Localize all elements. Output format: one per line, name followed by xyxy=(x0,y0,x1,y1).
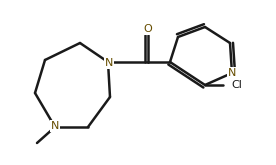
Text: Cl: Cl xyxy=(231,80,242,90)
Text: N: N xyxy=(105,58,113,68)
Text: O: O xyxy=(144,24,152,34)
Text: N: N xyxy=(228,68,236,78)
Text: N: N xyxy=(51,121,59,131)
